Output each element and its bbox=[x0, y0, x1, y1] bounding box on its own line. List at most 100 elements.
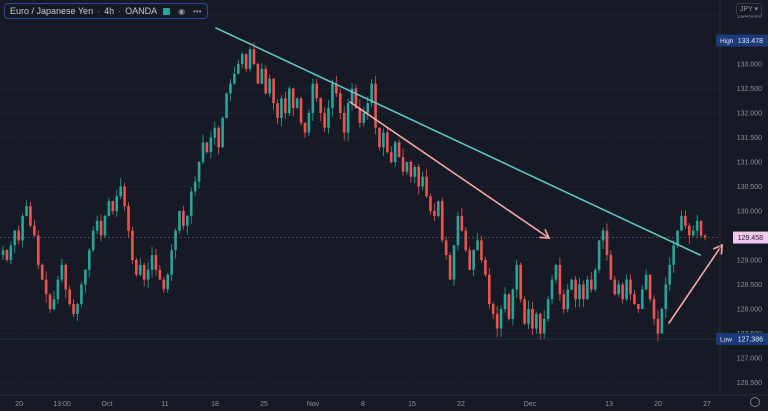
time-axis[interactable]: 20 13:00 Oct 11 18 25 Nov 8 15 22 Dec 13 20 27 bbox=[15, 401, 711, 408]
candle-body bbox=[672, 245, 675, 265]
candle-body bbox=[617, 284, 621, 295]
candle-body bbox=[421, 176, 424, 187]
candle-body bbox=[123, 186, 126, 207]
candle-body bbox=[382, 132, 385, 148]
separator: · bbox=[97, 6, 101, 16]
candle-body bbox=[276, 103, 279, 118]
candle-body bbox=[209, 137, 213, 153]
candle-body bbox=[652, 299, 656, 319]
time-tick-label: Dec bbox=[524, 401, 537, 408]
candle-body bbox=[237, 64, 240, 74]
candle-body bbox=[9, 245, 13, 260]
candle-body bbox=[554, 264, 558, 280]
candle-body bbox=[29, 206, 32, 226]
candle-body bbox=[586, 279, 589, 300]
candle-body bbox=[542, 318, 546, 334]
arrow-drawing[interactable] bbox=[349, 101, 550, 239]
candle-body bbox=[13, 230, 17, 246]
currency-button[interactable]: JPY ▾ bbox=[735, 3, 762, 16]
candle-body bbox=[240, 54, 244, 64]
drawings[interactable] bbox=[215, 27, 723, 324]
candle-body bbox=[221, 117, 224, 148]
candle-body bbox=[688, 225, 691, 236]
price-tick-label: 129.000 bbox=[737, 258, 762, 265]
flag-icon[interactable] bbox=[163, 7, 171, 15]
candle-body bbox=[95, 220, 99, 231]
low-price-tag-label: Low bbox=[720, 337, 732, 344]
candle-body bbox=[107, 201, 111, 216]
price-tick-label: 130.000 bbox=[737, 209, 762, 216]
candle-body bbox=[25, 206, 28, 216]
candle-body bbox=[535, 313, 538, 329]
candle-body bbox=[280, 98, 283, 118]
candle-body bbox=[366, 103, 370, 113]
candle-body bbox=[189, 191, 193, 216]
candle-body bbox=[413, 166, 417, 177]
candle-body bbox=[570, 279, 573, 290]
candle-body bbox=[393, 142, 397, 162]
candle-body bbox=[648, 274, 652, 300]
candle-body bbox=[440, 201, 444, 241]
candle-body bbox=[589, 279, 593, 290]
candle-body bbox=[354, 88, 358, 109]
candle-body bbox=[605, 230, 609, 256]
candle-body bbox=[268, 78, 271, 94]
time-tick-label: 13:00 bbox=[53, 401, 71, 408]
price-tick-label: 127.000 bbox=[737, 356, 762, 363]
candle-body bbox=[119, 186, 122, 197]
candle-body bbox=[150, 255, 154, 270]
grid-lines bbox=[0, 0, 720, 395]
time-tick-label: 20 bbox=[15, 401, 23, 408]
candle-body bbox=[76, 304, 79, 314]
high-price-tag bbox=[716, 34, 768, 47]
candle-body bbox=[303, 122, 307, 133]
eye-icon[interactable]: ◉ bbox=[178, 6, 186, 16]
candle-body bbox=[370, 83, 373, 104]
candle-body bbox=[558, 264, 562, 295]
candle-body bbox=[115, 196, 119, 211]
candle-body bbox=[56, 279, 60, 300]
trendline-drawing[interactable] bbox=[215, 27, 701, 256]
candle-body bbox=[691, 230, 695, 236]
candle-body bbox=[668, 264, 672, 285]
time-tick-label: 22 bbox=[457, 401, 465, 408]
price-tick-label: 128.000 bbox=[737, 307, 762, 314]
timeframe[interactable]: 4h bbox=[104, 6, 115, 16]
candle-body bbox=[197, 162, 201, 182]
candle-body bbox=[699, 220, 703, 236]
candle-body bbox=[425, 176, 428, 197]
candle-body bbox=[146, 269, 150, 280]
price-tick-label: 126.500 bbox=[737, 380, 762, 387]
candle-body bbox=[448, 255, 452, 280]
candle-body bbox=[233, 73, 236, 84]
candle-body bbox=[629, 279, 632, 295]
candle-body bbox=[527, 309, 530, 324]
candle-body bbox=[166, 274, 170, 290]
candle-body bbox=[613, 279, 617, 295]
candle-body bbox=[135, 260, 138, 275]
high-price-tag-value: 133.478 bbox=[738, 38, 763, 45]
settings-gear-icon[interactable] bbox=[750, 397, 760, 407]
candle-body bbox=[138, 264, 142, 275]
candle-body bbox=[52, 299, 56, 309]
candle-body bbox=[327, 108, 330, 128]
time-tick-label: Nov bbox=[307, 401, 320, 408]
candle-body bbox=[397, 142, 401, 158]
more-icon[interactable]: ••• bbox=[193, 6, 202, 16]
candle-body bbox=[633, 294, 636, 305]
arrow-drawing[interactable] bbox=[668, 244, 723, 324]
candle-body bbox=[127, 206, 130, 231]
time-tick-label: 15 bbox=[408, 401, 416, 408]
price-tick-label: 133.000 bbox=[737, 62, 762, 69]
candle-body bbox=[523, 299, 526, 324]
candlestick-series bbox=[1, 42, 707, 342]
candle-body bbox=[64, 264, 68, 290]
candle-body bbox=[464, 230, 468, 251]
separator: · bbox=[118, 6, 122, 16]
symbol-legend[interactable]: Euro / Japanese Yen · 4h · OANDA ◉ ••• bbox=[4, 3, 208, 19]
candle-body bbox=[480, 240, 483, 260]
candle-body bbox=[178, 211, 181, 231]
candle-body bbox=[346, 103, 350, 133]
candle-body bbox=[491, 304, 495, 314]
